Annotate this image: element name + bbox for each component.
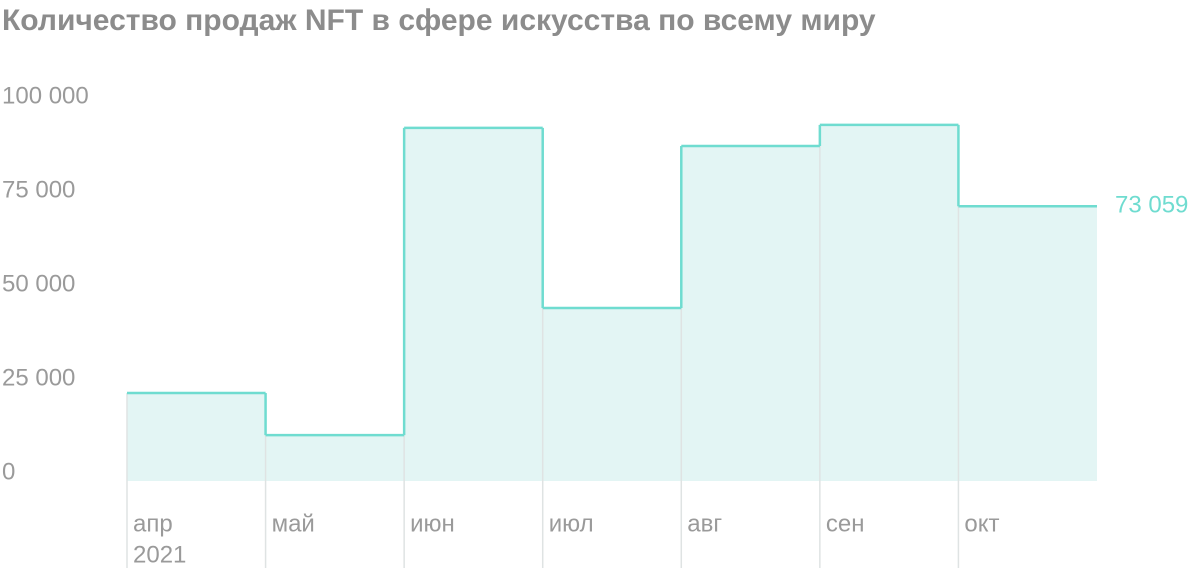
step-area [819,124,959,481]
step-area [404,127,543,481]
step-area [681,145,820,481]
x-tick-label: май [272,510,315,537]
step-area [958,206,1097,481]
x-tick-label: июл [549,510,594,537]
x-tick-label: окт [964,510,999,537]
y-tick-label: 100 000 [2,82,89,109]
y-tick-label: 75 000 [2,176,75,203]
x-tick-label: авг [687,510,722,537]
x-tick-label: апр [133,510,173,537]
chart-title: Количество продаж NFT в сфере искусства … [2,4,876,37]
y-tick-label: 50 000 [2,270,75,297]
x-tick-label: сен [826,510,865,537]
x-tick-label: июн [410,510,455,537]
step-area [542,308,682,481]
y-tick-label: 25 000 [2,364,75,391]
y-tick-label: 0 [2,458,15,485]
step-area [127,393,266,481]
step-area [265,435,405,481]
value-label: 73 059 [1115,192,1188,219]
x-year-label: 2021 [133,541,186,568]
